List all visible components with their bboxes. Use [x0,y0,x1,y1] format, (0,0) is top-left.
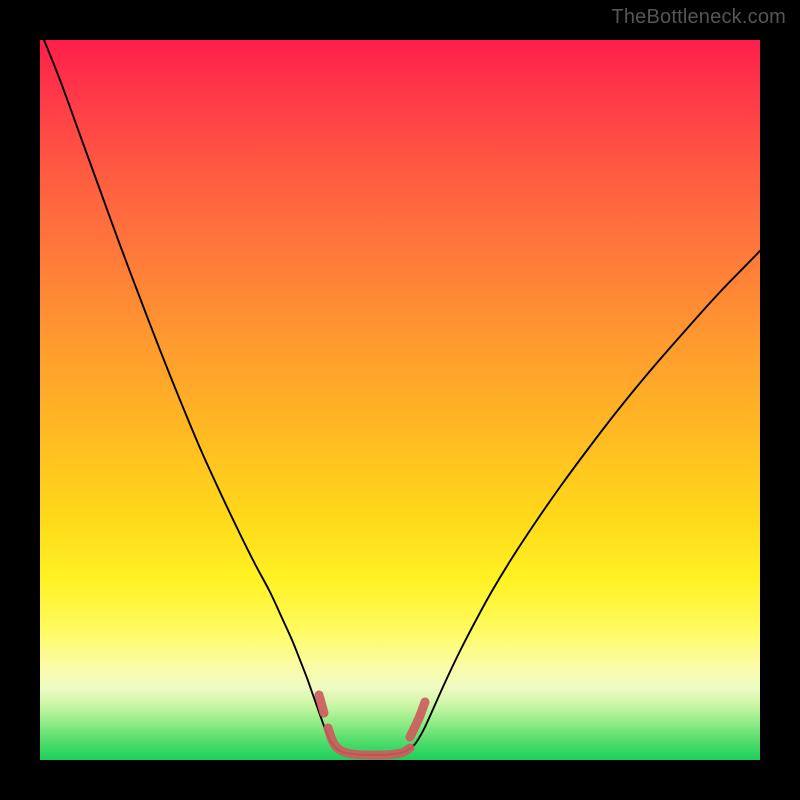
chart-plot-area [40,40,760,760]
accent-highlight-group [319,695,425,755]
bottleneck-curve [40,40,760,755]
watermark-text: TheBottleneck.com [611,6,786,29]
accent-left-descender-tick [319,695,324,713]
accent-valley-bottom [328,728,410,755]
chart-svg-layer [40,40,760,760]
